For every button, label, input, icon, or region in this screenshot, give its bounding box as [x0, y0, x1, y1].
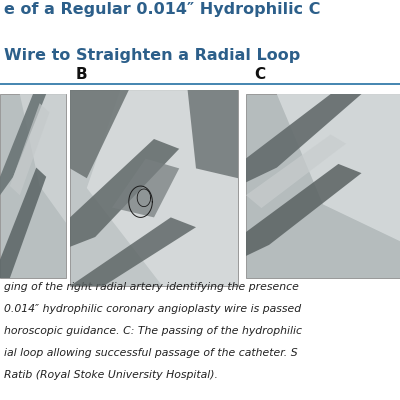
Polygon shape — [0, 168, 46, 278]
Polygon shape — [10, 103, 50, 195]
Bar — [0, 94, 66, 278]
Text: Wire to Straighten a Radial Loop: Wire to Straighten a Radial Loop — [4, 48, 300, 63]
Text: C: C — [254, 67, 265, 82]
Polygon shape — [246, 164, 362, 256]
Text: horoscopic guidance. C: The passing of the hydrophilic: horoscopic guidance. C: The passing of t… — [4, 326, 302, 336]
Bar — [70, 90, 238, 286]
Text: 0.014″ hydrophilic coronary angioplasty wire is passed: 0.014″ hydrophilic coronary angioplasty … — [4, 304, 301, 314]
Polygon shape — [188, 90, 238, 178]
Text: e of a Regular 0.014″ Hydrophilic C: e of a Regular 0.014″ Hydrophilic C — [4, 2, 320, 17]
Polygon shape — [0, 94, 46, 195]
Text: ial loop allowing successful passage of the catheter. S: ial loop allowing successful passage of … — [4, 348, 298, 358]
Polygon shape — [112, 159, 179, 218]
Text: ging of the right radial artery identifying the presence: ging of the right radial artery identify… — [4, 282, 299, 292]
Polygon shape — [277, 94, 400, 241]
Polygon shape — [70, 218, 196, 286]
Polygon shape — [246, 134, 346, 208]
Text: B: B — [76, 67, 88, 82]
Polygon shape — [87, 90, 238, 286]
Polygon shape — [70, 90, 129, 178]
Text: Ratib (Royal Stoke University Hospital).: Ratib (Royal Stoke University Hospital). — [4, 370, 218, 380]
Polygon shape — [70, 139, 179, 247]
Polygon shape — [20, 94, 66, 223]
Bar — [246, 94, 400, 278]
Polygon shape — [246, 94, 362, 182]
